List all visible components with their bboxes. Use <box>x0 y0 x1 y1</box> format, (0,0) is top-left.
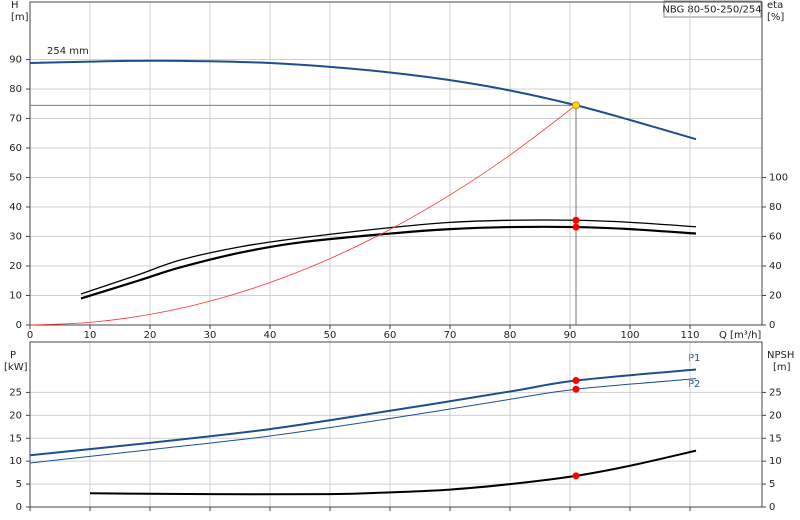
y2-tick-label: 100 <box>769 173 788 184</box>
y-tick-label: 90 <box>9 55 22 66</box>
series-label: P2 <box>688 379 700 390</box>
x-tick-label: 100 <box>620 330 639 341</box>
y-tick-label: 10 <box>9 456 22 467</box>
plot-frame <box>29 341 763 508</box>
duty-point <box>572 377 580 384</box>
y-unit: [kW] <box>4 362 28 373</box>
y2-tick-label: 25 <box>769 387 782 398</box>
series-line <box>80 219 697 295</box>
series-line <box>80 225 697 300</box>
y-tick-label: 0 <box>16 502 22 513</box>
duty-point <box>572 216 580 224</box>
chart-title: NBG 80-50-250/254 <box>662 5 761 16</box>
series-label: 254 mm <box>47 46 89 57</box>
series-line <box>29 104 577 326</box>
x-tick-label: 0 <box>27 330 33 341</box>
y2-tick-label: 5 <box>769 479 775 490</box>
x-tick-label: 80 <box>504 330 517 341</box>
y-tick-label: 60 <box>9 143 22 154</box>
y-tick-label: 10 <box>9 291 22 302</box>
y2-tick-label: 80 <box>769 202 782 213</box>
series-line <box>89 449 697 496</box>
y2-tick-label: 40 <box>769 261 782 272</box>
y-label: P <box>10 350 16 361</box>
y-tick-label: 0 <box>16 320 22 331</box>
y-tick-label: 80 <box>9 84 22 95</box>
y-tick-label: 20 <box>9 410 22 421</box>
y-tick-label: 25 <box>9 387 22 398</box>
y2-tick-label: 20 <box>769 291 782 302</box>
duty-point <box>572 223 580 231</box>
duty-point <box>572 101 580 110</box>
y2-label: eta <box>767 0 783 11</box>
y2-tick-label: 10 <box>769 456 782 467</box>
series-line <box>29 59 697 141</box>
y2-unit: [%] <box>767 12 784 23</box>
y-tick-label: 50 <box>9 173 22 184</box>
x-tick-label: 70 <box>444 330 457 341</box>
y-label: H <box>11 0 19 11</box>
y-tick-label: 70 <box>9 114 22 125</box>
y-tick-label: 20 <box>9 261 22 272</box>
y2-unit: [m] <box>773 362 791 373</box>
x-tick-label: 20 <box>144 330 157 341</box>
y2-tick-label: 0 <box>769 320 775 331</box>
x-tick-label: 10 <box>84 330 97 341</box>
plot-frame <box>29 1 763 326</box>
y2-tick-label: 15 <box>769 433 782 444</box>
y2-tick-label: 60 <box>769 232 782 243</box>
series-label: P1 <box>688 353 700 364</box>
x-label: Q [m³/h] <box>719 330 761 341</box>
y-tick-label: 5 <box>16 479 22 490</box>
duty-point <box>572 385 580 393</box>
y-tick-label: 30 <box>9 232 22 243</box>
x-tick-label: 40 <box>264 330 277 341</box>
y-unit: [m] <box>11 12 29 23</box>
x-tick-label: 50 <box>324 330 337 341</box>
y2-tick-label: 20 <box>769 410 782 421</box>
y2-tick-label: 0 <box>769 502 775 513</box>
title-box <box>663 0 762 18</box>
duty-point <box>572 472 580 480</box>
x-tick-label: 90 <box>564 330 577 341</box>
x-tick-label: 30 <box>204 330 217 341</box>
x-tick-label: 60 <box>384 330 397 341</box>
y-tick-label: 40 <box>9 202 22 213</box>
y2-label: NPSH <box>767 350 794 361</box>
x-tick-label: 110 <box>680 330 699 341</box>
y-tick-label: 15 <box>9 433 22 444</box>
